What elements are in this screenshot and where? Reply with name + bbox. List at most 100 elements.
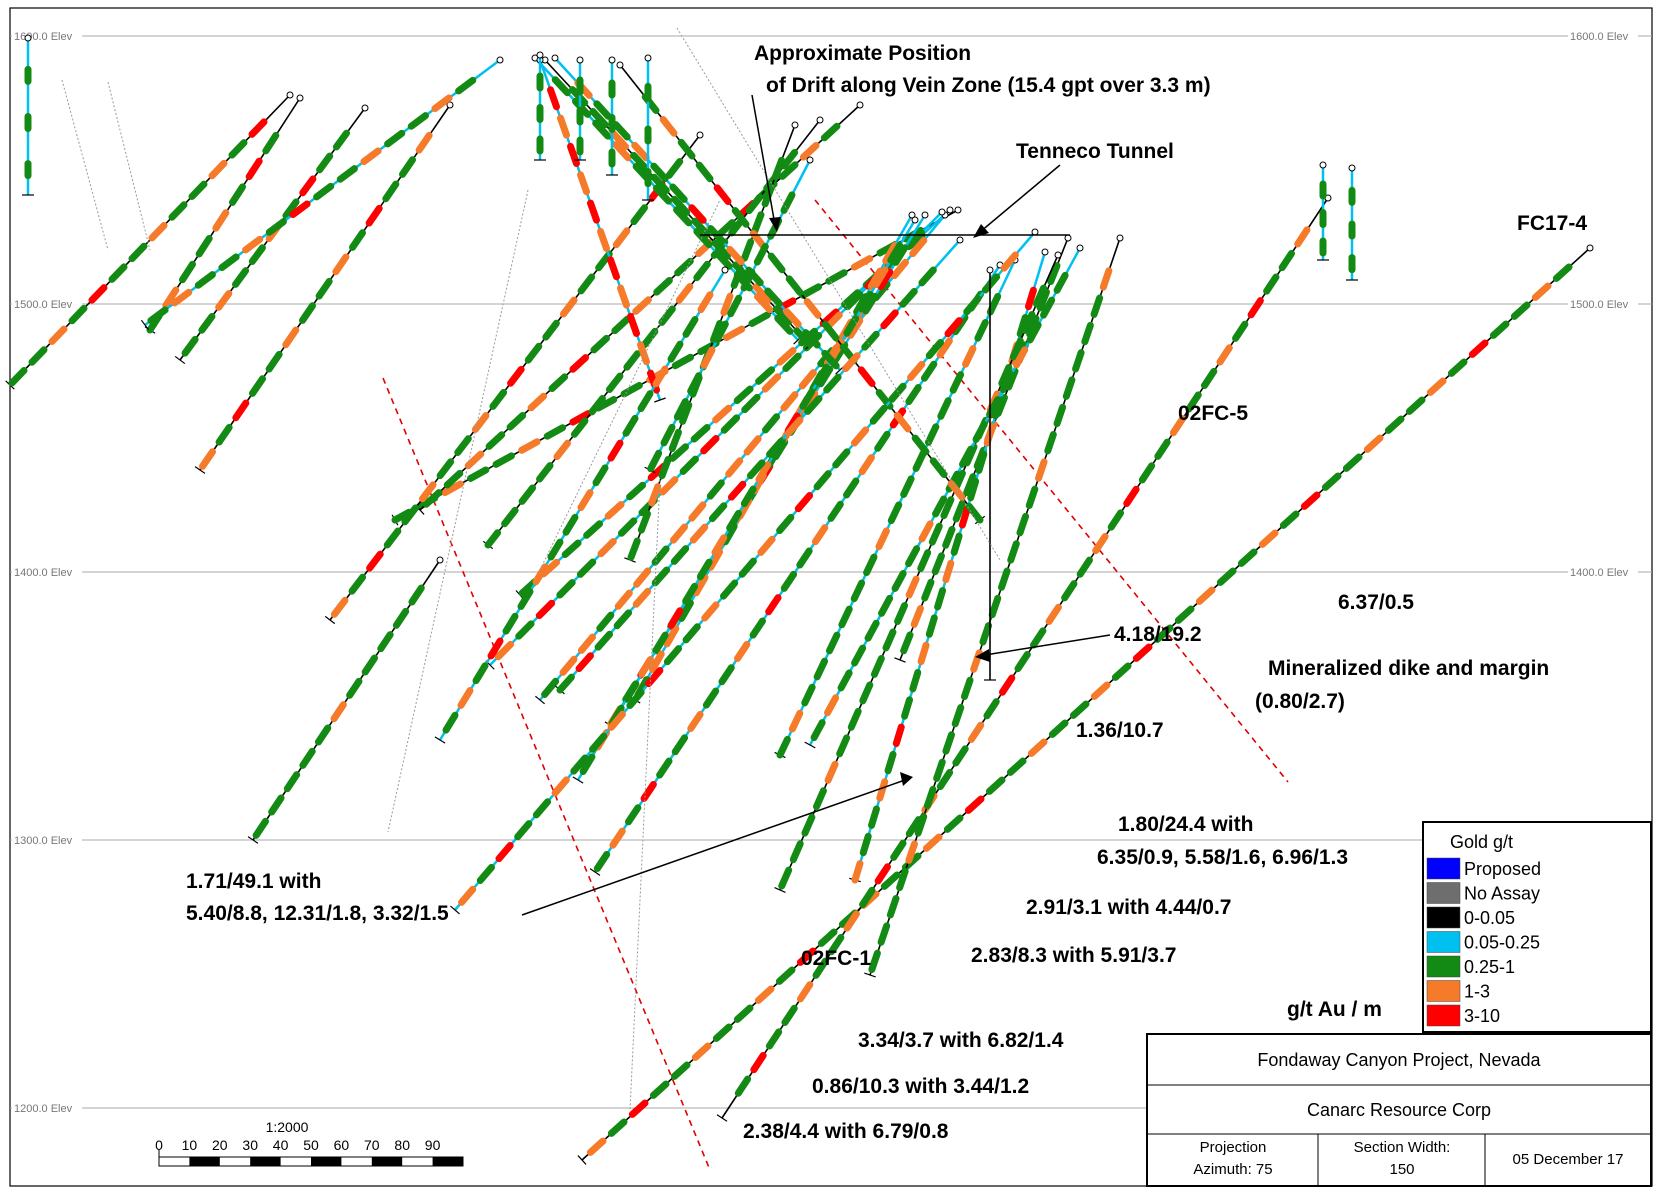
assay-interval — [748, 311, 771, 327]
assay-interval — [181, 335, 199, 357]
assay-interval — [518, 438, 541, 454]
assay-interval — [366, 550, 384, 572]
assay-interval — [607, 256, 620, 281]
assay-interval — [665, 158, 684, 179]
assay-interval — [567, 142, 580, 167]
assay-interval — [878, 594, 894, 617]
assay-interval — [215, 423, 233, 446]
assay-interval — [128, 242, 148, 263]
assay-interval — [899, 287, 918, 308]
scale-tick-label: 90 — [425, 1137, 441, 1153]
assay-interval — [997, 567, 1011, 591]
drill-hole — [606, 56, 618, 176]
assay-interval — [959, 445, 975, 468]
collar-icon — [1348, 164, 1356, 172]
collar-icon — [816, 116, 824, 124]
assay-interval — [365, 204, 383, 227]
assay-interval — [755, 461, 772, 483]
assay-interval — [1090, 294, 1104, 318]
assay-interval — [631, 141, 650, 162]
assay-interval — [682, 315, 699, 338]
assay-interval — [983, 698, 1000, 720]
assay-interval — [1111, 662, 1132, 681]
assay-interval — [894, 602, 909, 625]
assay-interval — [457, 687, 474, 709]
drill-hole — [434, 266, 729, 744]
assay-interval — [415, 131, 433, 154]
assay-interval — [682, 582, 698, 605]
drill-hole — [1346, 164, 1358, 281]
assay-interval — [524, 342, 543, 364]
label-bg — [12, 833, 82, 847]
assay-interval — [1279, 510, 1300, 529]
assay-interval — [195, 234, 213, 258]
assay-interval — [880, 871, 901, 890]
assay-interval — [796, 547, 813, 569]
assay-interval — [775, 966, 796, 985]
drill-hole — [984, 266, 996, 681]
assay-interval — [1153, 624, 1174, 643]
no-assay-trace — [61, 79, 109, 251]
legend-swatch — [1426, 931, 1461, 953]
collar-icon — [536, 51, 544, 59]
assay-interval — [577, 273, 596, 295]
assay-interval — [614, 589, 633, 610]
interval-label-4-18: 4.18/19.2 — [1114, 623, 1202, 646]
assay-interval — [1099, 267, 1113, 291]
scale-tick-label: 20 — [212, 1137, 228, 1153]
assay-interval — [569, 354, 590, 373]
assay-interval — [799, 142, 820, 161]
label-bg — [12, 1101, 82, 1115]
assay-interval — [1531, 282, 1552, 301]
assay-interval — [887, 501, 903, 525]
assay-interval — [695, 161, 714, 183]
units-label: g/t Au / m — [1287, 998, 1382, 1021]
hole-label-fc17-4: FC17-4 — [1517, 212, 1587, 235]
assay-interval — [754, 985, 775, 1004]
assay-interval — [577, 171, 590, 196]
assay-interval — [518, 484, 537, 505]
assay-interval — [789, 840, 804, 864]
company-name: Canarc Resource Corp — [1307, 1100, 1491, 1120]
scale-tick-label: 10 — [182, 1137, 198, 1153]
assay-interval — [1021, 311, 1036, 334]
legend-item: 1-3 — [1426, 980, 1490, 1002]
assay-interval — [507, 365, 525, 387]
assay-interval — [850, 255, 874, 271]
assay-interval — [679, 455, 699, 475]
plot-frame — [9, 7, 1653, 1187]
assay-interval — [905, 575, 920, 599]
hole-end-tick — [572, 776, 584, 784]
assay-interval — [942, 525, 956, 549]
assay-interval — [208, 159, 228, 180]
assay-interval — [851, 860, 864, 884]
assay-interval — [952, 499, 966, 523]
assay-interval — [577, 633, 596, 654]
assay-interval — [817, 365, 834, 388]
assay-interval — [858, 454, 875, 476]
assay-interval — [589, 108, 609, 129]
annotation-arrows — [521, 94, 1111, 916]
assay-interval — [667, 340, 684, 363]
assay-interval — [663, 645, 683, 666]
assay-interval — [671, 734, 689, 756]
drift-label-line2: of Drift along Vein Zone (15.4 gpt over … — [766, 74, 1211, 97]
no-assay-trace — [387, 189, 529, 833]
assay-interval — [1237, 548, 1258, 567]
interval-label-2-91: 2.91/3.1 with 4.44/0.7 — [1026, 896, 1231, 919]
assay-interval — [652, 365, 669, 388]
assay-interval — [476, 863, 495, 884]
annotations: Approximate Position of Drift along Vein… — [186, 42, 1587, 1143]
assay-interval — [577, 489, 594, 511]
assay-interval — [194, 271, 216, 289]
assay-interval — [442, 711, 459, 734]
no-assay-trace — [676, 27, 1001, 561]
assay-interval — [637, 341, 650, 366]
assay-interval — [422, 489, 443, 508]
drift-arrowhead-icon — [769, 217, 781, 232]
assay-interval — [999, 371, 1015, 394]
assay-interval — [964, 795, 985, 814]
assay-interval — [589, 732, 608, 753]
assay-interval — [623, 350, 641, 371]
